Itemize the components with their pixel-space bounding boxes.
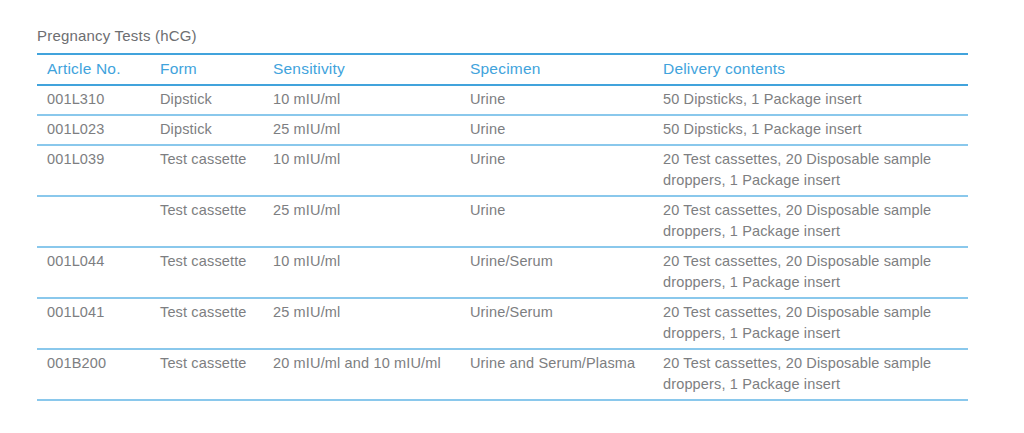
column-header-delivery-contents: Delivery contents [663,54,968,85]
delivery-contents-cell: 50 Dipsticks, 1 Package insert [663,85,968,115]
table-row: 001L039 Test cassette 10 mIU/ml Urine 20… [37,145,968,196]
delivery-contents-cell: 20 Test cassettes, 20 Disposable sample … [663,349,968,400]
column-header-specimen: Specimen [470,54,663,85]
specimen-cell: Urine [470,196,663,247]
specimen-cell: Urine [470,145,663,196]
specimen-cell: Urine/Serum [470,298,663,349]
table-section: Pregnancy Tests (hCG) Article No. Form S… [37,0,968,401]
table-row: 001L310 Dipstick 10 mIU/ml Urine 50 Dips… [37,85,968,115]
form-cell: Dipstick [160,85,273,115]
form-cell: Test cassette [160,247,273,298]
document-page: Pregnancy Tests (hCG) Article No. Form S… [0,0,1024,433]
table-header-row: Article No. Form Sensitivity Specimen De… [37,54,968,85]
article-no-cell: 001L023 [37,115,160,145]
delivery-contents-cell: 20 Test cassettes, 20 Disposable sample … [663,298,968,349]
page-title: Pregnancy Tests (hCG) [37,27,968,44]
article-no-cell: 001L044 [37,247,160,298]
article-no-cell: 001L310 [37,85,160,115]
form-cell: Test cassette [160,145,273,196]
specimen-cell: Urine/Serum [470,247,663,298]
specimen-cell: Urine [470,115,663,145]
delivery-contents-cell: 20 Test cassettes, 20 Disposable sample … [663,247,968,298]
specimen-cell: Urine and Serum/Plasma [470,349,663,400]
table-row: Test cassette 25 mIU/ml Urine 20 Test ca… [37,196,968,247]
sensitivity-cell: 10 mIU/ml [273,85,470,115]
form-cell: Test cassette [160,196,273,247]
column-header-form: Form [160,54,273,85]
specimen-cell: Urine [470,85,663,115]
article-no-cell [37,196,160,247]
article-no-cell: 001L039 [37,145,160,196]
table-row: 001L023 Dipstick 25 mIU/ml Urine 50 Dips… [37,115,968,145]
column-header-sensitivity: Sensitivity [273,54,470,85]
sensitivity-cell: 10 mIU/ml [273,145,470,196]
article-no-cell: 001L041 [37,298,160,349]
sensitivity-cell: 25 mIU/ml [273,196,470,247]
delivery-contents-cell: 50 Dipsticks, 1 Package insert [663,115,968,145]
pregnancy-tests-table: Article No. Form Sensitivity Specimen De… [37,53,968,401]
form-cell: Test cassette [160,298,273,349]
sensitivity-cell: 25 mIU/ml [273,115,470,145]
column-header-article-no: Article No. [37,54,160,85]
sensitivity-cell: 20 mIU/ml and 10 mIU/ml [273,349,470,400]
sensitivity-cell: 25 mIU/ml [273,298,470,349]
form-cell: Test cassette [160,349,273,400]
table-row: 001L044 Test cassette 10 mIU/ml Urine/Se… [37,247,968,298]
article-no-cell: 001B200 [37,349,160,400]
table-row: 001L041 Test cassette 25 mIU/ml Urine/Se… [37,298,968,349]
delivery-contents-cell: 20 Test cassettes, 20 Disposable sample … [663,145,968,196]
form-cell: Dipstick [160,115,273,145]
table-row: 001B200 Test cassette 20 mIU/ml and 10 m… [37,349,968,400]
delivery-contents-cell: 20 Test cassettes, 20 Disposable sample … [663,196,968,247]
sensitivity-cell: 10 mIU/ml [273,247,470,298]
